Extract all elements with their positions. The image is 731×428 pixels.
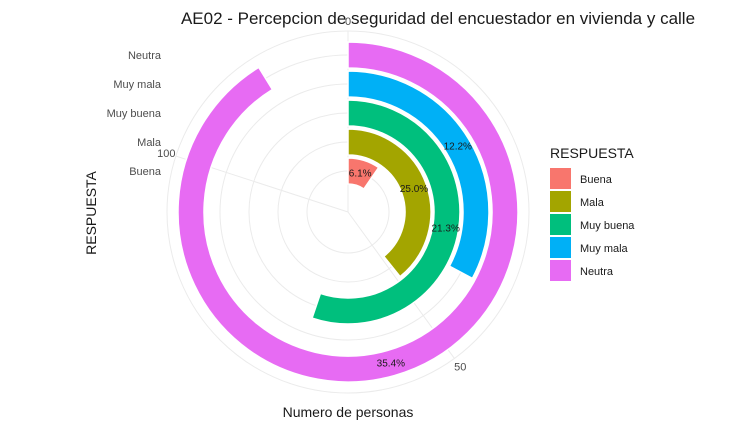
legend-label-mala: Mala — [580, 197, 605, 209]
legend-title: RESPUESTA — [550, 145, 634, 161]
theta-tick-100: 100 — [157, 148, 175, 160]
legend-label-muy-buena: Muy buena — [580, 220, 635, 232]
pct-label-muy-buena: 21.3% — [432, 224, 460, 235]
legend-swatch-muy-mala — [550, 237, 571, 258]
pct-label-buena: 6.1% — [349, 168, 372, 179]
legend-swatch-mala — [550, 191, 571, 212]
percent-labels: 6.1% 25.0% 21.3% 12.2% 35.4% — [349, 142, 472, 370]
chart-title: AE02 - Percepcion de seguridad del encue… — [181, 9, 695, 28]
legend-items: Buena Mala Muy buena Muy mala Neutra — [550, 168, 635, 281]
legend-swatch-neutra — [550, 260, 571, 281]
legend-swatch-buena — [550, 168, 571, 189]
category-label-muy-mala: Muy mala — [113, 79, 162, 91]
pct-label-neutra: 35.4% — [377, 359, 405, 370]
pct-label-muy-mala: 12.2% — [444, 142, 472, 153]
legend-label-neutra: Neutra — [580, 266, 614, 278]
pct-label-mala: 25.0% — [400, 184, 428, 195]
legend-label-muy-mala: Muy mala — [580, 243, 629, 255]
category-label-mala: Mala — [137, 137, 162, 149]
bar-buena — [347, 157, 380, 190]
category-label-buena: Buena — [129, 166, 162, 178]
x-axis-title: Numero de personas — [283, 404, 414, 420]
bar-neutra — [177, 41, 519, 383]
theta-tick-0: 0 — [345, 16, 351, 28]
theta-tick-50: 50 — [454, 362, 466, 374]
theta-ticks: 0 50 100 — [157, 16, 466, 374]
category-labels: Buena Mala Muy buena Muy mala Neutra — [107, 50, 162, 178]
bars — [177, 41, 519, 383]
bar-mala — [347, 128, 432, 278]
legend-label-buena: Buena — [580, 174, 613, 186]
y-axis-title: RESPUESTA — [83, 170, 99, 254]
legend: RESPUESTA Buena Mala Muy buena Muy mala Neut… — [550, 145, 635, 281]
bar-muy-mala — [347, 70, 490, 280]
category-label-neutra: Neutra — [128, 50, 162, 62]
bar-muy-buena — [311, 99, 461, 325]
category-label-muy-buena: Muy buena — [107, 108, 162, 120]
legend-swatch-muy-buena — [550, 214, 571, 235]
